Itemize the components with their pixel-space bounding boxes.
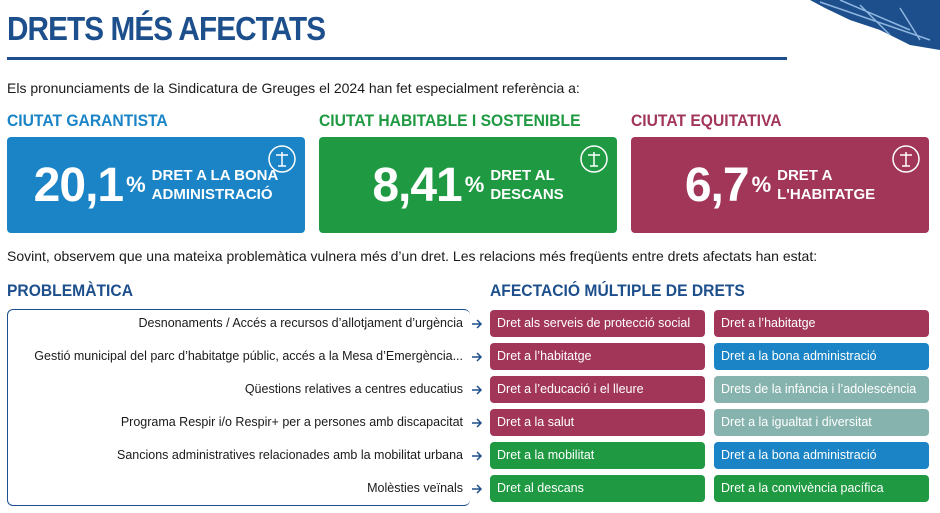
right-pill: Dret a la igualtat i diversitat (714, 409, 929, 436)
highlight-box: 6,7% DRET A L'HABITATGE (631, 137, 929, 233)
right-pill: Dret a la convivència pacífica (714, 475, 929, 502)
label-line: L'HABITATGE (777, 186, 876, 203)
highlight-heading: CIUTAT EQUITATIVA (631, 111, 782, 130)
label-line: DRET A (777, 167, 833, 184)
highlight-label: DRET AL DESCANS (490, 166, 563, 204)
note: Sovint, observem que una mateixa problem… (7, 248, 818, 264)
right-pill: Drets de la infància i l’adolescència (714, 376, 929, 403)
right-pill: Dret a l’habitatge (714, 310, 929, 337)
highlight-unit: % (751, 172, 772, 197)
problem: Programa Respir i/o Respir+ per a person… (120, 415, 463, 429)
arrow (472, 385, 483, 395)
right-pill: Dret a l’educació i el lleure (490, 376, 705, 403)
highlight-heading: CIUTAT GARANTISTA (7, 111, 168, 130)
problem: Molèsties veïnals (367, 481, 463, 495)
arrow (472, 484, 483, 494)
intro: Els pronunciaments de la Sindicatura de … (7, 80, 580, 96)
highlight-unit: % (464, 172, 485, 197)
right-pill: Dret a la salut (490, 409, 705, 436)
right-pill: Dret als serveis de protecció social (490, 310, 705, 337)
highlight-value: 6,7 (684, 158, 750, 212)
right-pill: Dret a la mobilitat (490, 442, 705, 469)
highlight-box: 8,41% DRET AL DESCANS (319, 137, 617, 233)
label-line: ADMINISTRACIÓ (151, 186, 273, 203)
highlight-value: 20,1 (33, 158, 124, 212)
problem: Desnonaments / Accés a recursos d’allotj… (138, 316, 463, 330)
highlight-box: 20,1% DRET A LA BONA ADMINISTRACIÓ (7, 137, 305, 233)
highlight-value: 8,41 (372, 158, 462, 212)
icon (580, 145, 608, 173)
arrow (472, 451, 483, 461)
highlight-unit: % (126, 172, 146, 197)
arrow (472, 352, 483, 362)
title: DRETS MÉS AFECTATS (7, 10, 326, 47)
label-line: DESCANS (490, 186, 564, 203)
right-pill: Dret a la bona administració (714, 343, 929, 370)
right-pill: Dret al descans (490, 475, 705, 502)
icon (268, 145, 296, 173)
problem: Sancions administratives relacionades am… (116, 448, 463, 462)
arrow (472, 319, 483, 329)
label-line: DRET A LA BONA (151, 167, 279, 184)
highlight-label: DRET A L'HABITATGE (777, 166, 875, 204)
right-heading: AFECTACIÓ MÚLTIPLE DE DRETS (490, 281, 745, 300)
problem: Gestió municipal del parc d’habitatge pú… (34, 349, 463, 363)
icon (892, 145, 920, 173)
problem: Qüestions relatives a centres educatius (244, 382, 463, 396)
highlight-heading: CIUTAT HABITABLE I SOSTENIBLE (319, 111, 581, 130)
title-rule (7, 57, 787, 60)
right-pill: Dret a la bona administració (714, 442, 929, 469)
label-line: DRET AL (490, 167, 555, 184)
problem-frame (7, 309, 470, 506)
map-decoration (810, 0, 940, 50)
highlight-label: DRET A LA BONA ADMINISTRACIÓ (152, 166, 279, 204)
arrow (472, 418, 483, 428)
right-pill: Dret a l’habitatge (490, 343, 705, 370)
left-heading: PROBLEMÀTICA (7, 281, 133, 300)
